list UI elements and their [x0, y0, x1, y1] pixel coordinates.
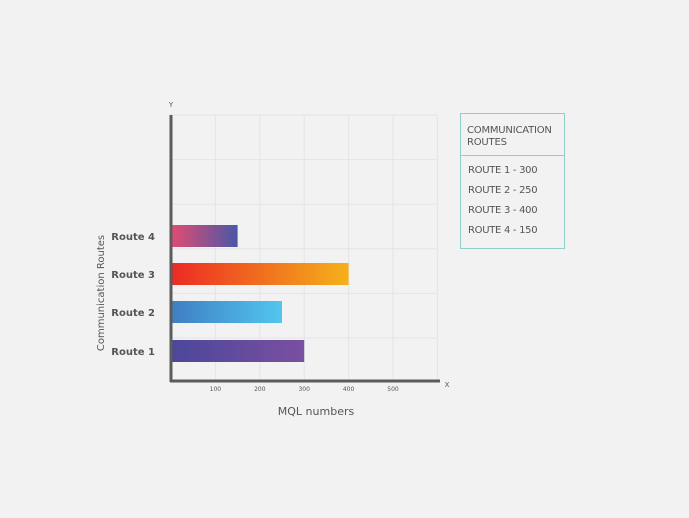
- y-tick-label: Route 2: [111, 308, 155, 319]
- y-tick-label: Route 4: [111, 232, 155, 243]
- legend-item: ROUTE 2 - 250: [468, 185, 538, 196]
- legend-item: ROUTE 1 - 300: [468, 165, 538, 176]
- x-tick-label: 200: [254, 386, 266, 393]
- y-axis-title: Communication Routes: [96, 235, 107, 351]
- bar-route-4: [171, 225, 238, 247]
- bar-route-3: [171, 263, 349, 285]
- x-tick-label: 400: [343, 386, 355, 393]
- y-tick-label: Route 1: [111, 347, 155, 358]
- bar-route-2: [171, 301, 282, 323]
- x-tick-label: 500: [387, 386, 399, 393]
- y-tick-label: Route 3: [111, 270, 155, 281]
- legend-item: ROUTE 3 - 400: [468, 205, 538, 216]
- y-axis-letter: Y: [168, 101, 174, 109]
- legend: COMMUNICATION ROUTES ROUTE 1 - 300 ROUTE…: [460, 113, 565, 249]
- legend-item: ROUTE 4 - 150: [468, 225, 538, 236]
- bar-route-1: [171, 340, 305, 362]
- x-tick-label: 100: [210, 386, 222, 393]
- x-axis-title: MQL numbers: [278, 405, 355, 418]
- legend-title: COMMUNICATION ROUTES: [461, 114, 564, 156]
- x-axis-letter: X: [445, 381, 450, 389]
- x-tick-label: 300: [298, 386, 310, 393]
